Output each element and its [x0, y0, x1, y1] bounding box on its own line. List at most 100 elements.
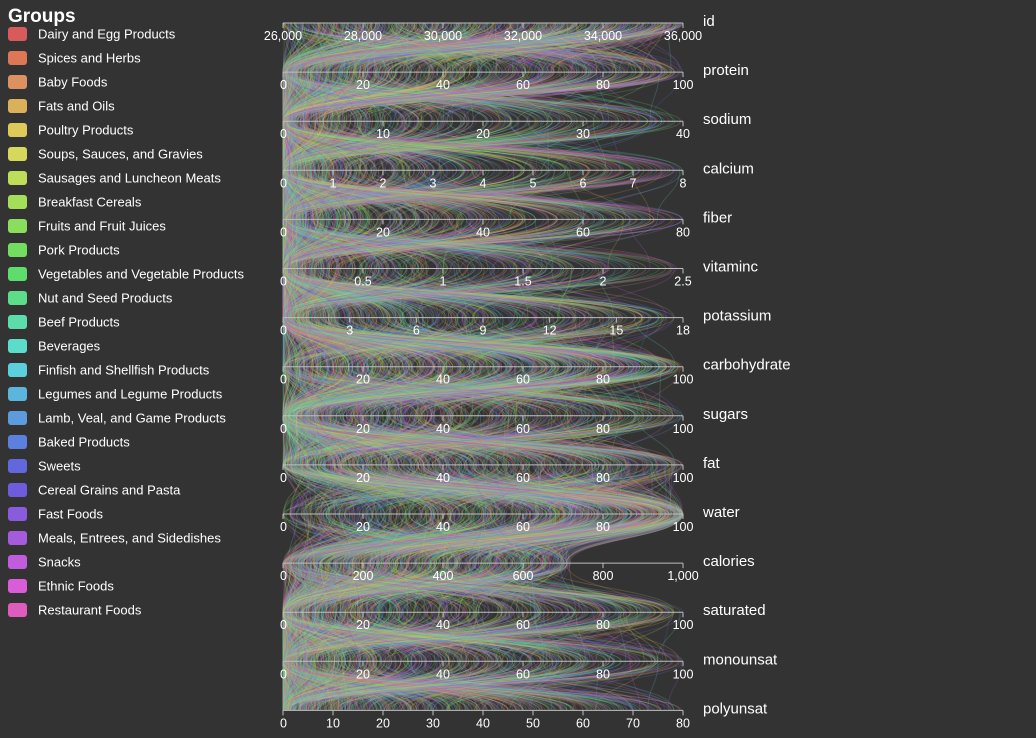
tick-label: 80 [596, 422, 610, 436]
legend-label: Soups, Sauces, and Gravies [38, 147, 203, 162]
data-line [282, 22, 663, 711]
data-line [282, 22, 641, 711]
legend-swatch [8, 555, 27, 569]
legend-label: Vegetables and Vegetable Products [38, 267, 244, 282]
tick-label: 400 [433, 569, 454, 583]
tick-label: 80 [596, 471, 610, 485]
legend-item[interactable]: Lamb, Veal, and Game Products [8, 411, 226, 426]
data-line [282, 22, 665, 711]
data-line [282, 22, 664, 711]
axis-name: calories [703, 553, 755, 570]
tick-label: 0 [280, 520, 287, 534]
legend-item[interactable]: Finfish and Shellfish Products [8, 363, 210, 378]
legend-item[interactable]: Beef Products [8, 315, 120, 330]
legend-item[interactable]: Cereal Grains and Pasta [8, 483, 181, 498]
data-line [282, 22, 619, 711]
data-line [282, 22, 647, 711]
tick-label: 80 [676, 716, 690, 730]
data-line [282, 22, 681, 711]
data-line [282, 22, 674, 711]
legend-item[interactable]: Ethnic Foods [8, 579, 114, 594]
data-line [282, 22, 683, 711]
legend-item[interactable]: Fruits and Fruit Juices [8, 219, 166, 234]
tick-label: 40 [436, 422, 450, 436]
tick-label: 20 [356, 667, 370, 681]
legend-item[interactable]: Vegetables and Vegetable Products [8, 267, 244, 282]
legend-label: Sweets [38, 459, 81, 474]
data-line [282, 22, 543, 711]
data-line [282, 22, 669, 711]
data-line [282, 22, 673, 711]
legend-item[interactable]: Fats and Oils [8, 99, 115, 114]
data-line [282, 22, 644, 711]
data-line [282, 22, 548, 711]
data-line [282, 22, 591, 711]
data-line [283, 22, 648, 711]
data-line [282, 22, 681, 711]
legend-item[interactable]: Nut and Seed Products [8, 291, 173, 306]
data-line [283, 22, 680, 711]
data-line [282, 22, 676, 711]
legend-item[interactable]: Sweets [8, 459, 81, 474]
legend-item[interactable]: Breakfast Cereals [8, 195, 142, 210]
legend-item[interactable]: Baked Products [8, 435, 130, 450]
tick-label: 40 [436, 373, 450, 387]
legend-item[interactable]: Legumes and Legume Products [8, 387, 223, 402]
data-line [282, 22, 644, 711]
legend-item[interactable]: Baby Foods [8, 75, 108, 90]
legend-label: Dairy and Egg Products [38, 27, 176, 42]
data-line [282, 22, 653, 711]
legend-item[interactable]: Sausages and Luncheon Meats [8, 171, 221, 186]
tick-label: 4 [480, 176, 487, 190]
legend-item[interactable]: Dairy and Egg Products [8, 27, 176, 42]
data-line [282, 22, 674, 711]
data-line [282, 22, 604, 711]
data-line [282, 22, 611, 711]
legend-item[interactable]: Snacks [8, 555, 81, 570]
legend-swatch [8, 411, 27, 425]
data-line [282, 22, 607, 711]
data-line [282, 22, 598, 711]
data-line [282, 22, 566, 711]
data-line [282, 22, 663, 711]
data-line [282, 22, 632, 711]
data-line [282, 22, 652, 711]
data-line [286, 22, 661, 711]
tick-label: 6 [413, 324, 420, 338]
tick-label: 60 [516, 667, 530, 681]
data-line [282, 22, 658, 711]
data-line [282, 22, 663, 711]
legend-swatch [8, 75, 27, 89]
tick-label: 80 [676, 225, 690, 239]
legend-item[interactable]: Pork Products [8, 243, 120, 258]
legend: Groups Dairy and Egg Products Spices and … [8, 6, 244, 618]
tick-label: 60 [516, 422, 530, 436]
data-line [282, 22, 600, 711]
data-line [282, 22, 627, 711]
legend-item[interactable]: Beverages [8, 339, 101, 354]
legend-item[interactable]: Soups, Sauces, and Gravies [8, 147, 203, 162]
data-line [282, 22, 525, 711]
legend-item[interactable]: Poultry Products [8, 123, 134, 138]
data-line [282, 22, 662, 711]
data-line [282, 22, 678, 711]
axis-name: water [702, 504, 740, 521]
data-line [282, 22, 599, 711]
tick-label: 20 [356, 471, 370, 485]
data-line [282, 22, 625, 711]
data-line [282, 22, 638, 711]
data-line [282, 22, 640, 711]
legend-label: Beverages [38, 339, 101, 354]
tick-label: 30,000 [424, 29, 462, 43]
legend-swatch [8, 579, 27, 593]
legend-item[interactable]: Restaurant Foods [8, 603, 142, 618]
legend-item[interactable]: Fast Foods [8, 507, 104, 522]
data-line [282, 22, 664, 711]
data-line [282, 22, 611, 711]
legend-item[interactable]: Spices and Herbs [8, 51, 141, 66]
data-line [282, 22, 681, 711]
legend-item[interactable]: Meals, Entrees, and Sidedishes [8, 531, 221, 546]
data-line [282, 22, 632, 711]
data-line [282, 22, 457, 711]
data-line [282, 22, 675, 711]
